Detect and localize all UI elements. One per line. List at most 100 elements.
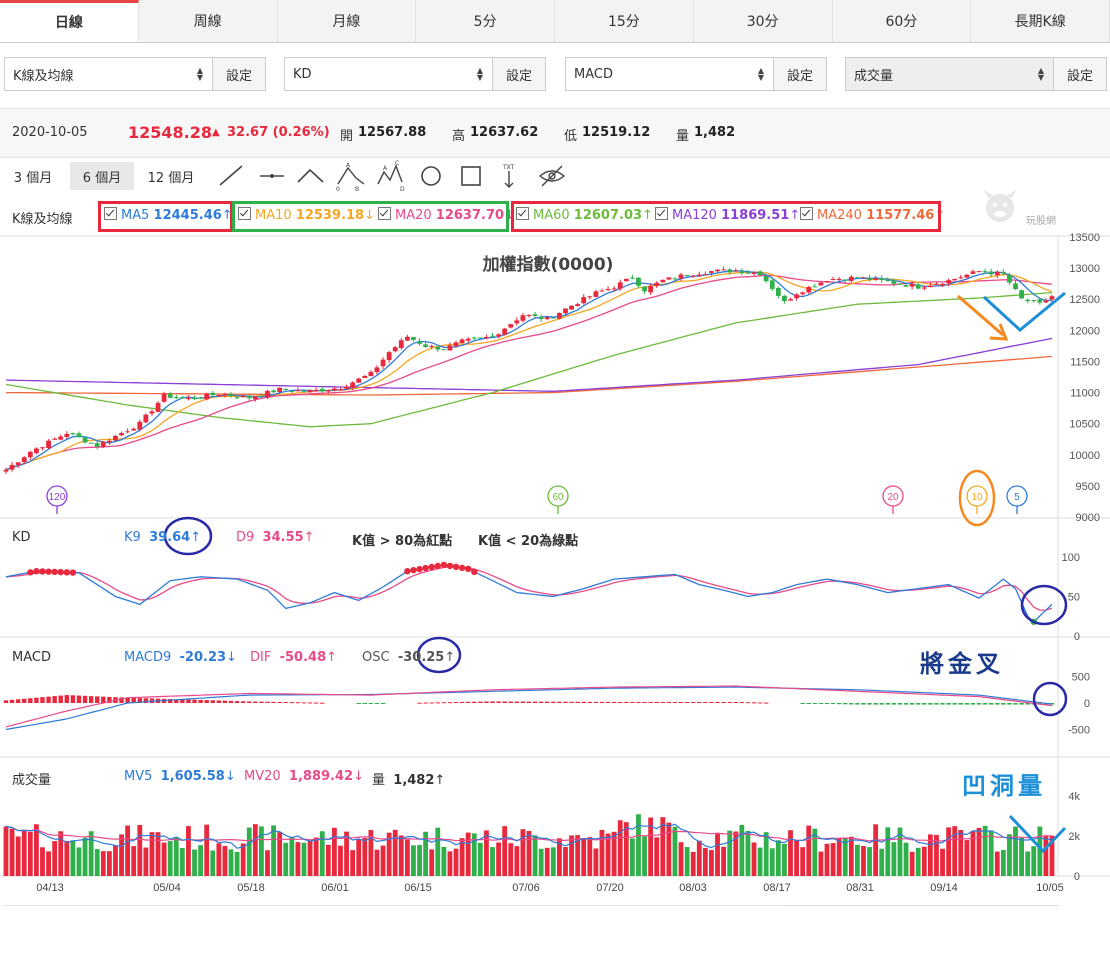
- osc-bar: [9, 699, 15, 703]
- ma-item-ma20[interactable]: MA20 12637.70↓: [378, 207, 515, 223]
- osc-bar: [125, 697, 130, 703]
- osc-bar: [508, 701, 513, 703]
- kd-red-dot: [404, 568, 411, 575]
- volume-bar: [733, 831, 739, 876]
- kd-red-dot: [39, 568, 46, 575]
- checkbox-icon[interactable]: [238, 207, 251, 220]
- range-6m-button[interactable]: 6 個月: [70, 162, 134, 190]
- tab-5[interactable]: 30分: [694, 0, 833, 42]
- candle-body: [757, 271, 763, 275]
- hide-icon[interactable]: [538, 165, 566, 187]
- checkbox-icon[interactable]: [378, 207, 391, 220]
- kd-red-dot: [63, 569, 71, 576]
- indicator-dropdown[interactable]: MACD ▲ ▼: [566, 58, 773, 90]
- dif-line: [5, 685, 1053, 728]
- volume-bar: [368, 829, 374, 876]
- ma-item-ma60[interactable]: MA60 12607.03↑: [516, 207, 653, 223]
- osc-bar: [824, 703, 830, 704]
- candle-body: [873, 278, 879, 280]
- candle-body: [374, 367, 380, 373]
- candle-body: [295, 390, 301, 392]
- osc-bar: [666, 701, 672, 703]
- angle-icon[interactable]: [297, 168, 324, 183]
- osc-bar: [867, 703, 872, 705]
- tab-0[interactable]: 日線: [0, 0, 139, 42]
- candle-body: [629, 277, 635, 279]
- checkbox-icon[interactable]: [800, 207, 813, 220]
- osc-bar: [253, 701, 258, 703]
- ma-marker-label: 120: [49, 492, 66, 503]
- ma5-line: [5, 269, 1053, 471]
- candle-body: [946, 280, 952, 284]
- volume-bar: [137, 824, 143, 876]
- tab-1[interactable]: 周線: [139, 0, 278, 42]
- indicator-dropdown[interactable]: K線及均線 ▲ ▼: [5, 58, 212, 90]
- indicator-dropdown[interactable]: KD ▲ ▼: [285, 58, 492, 90]
- candle-body: [550, 317, 556, 319]
- tab-7[interactable]: 長期K線: [971, 0, 1110, 42]
- candle-body: [368, 371, 374, 377]
- ma120-line: [5, 337, 1053, 392]
- osc-bar: [64, 695, 70, 703]
- volume-bar: [301, 842, 307, 876]
- osc-bar: [861, 703, 866, 705]
- osc-bar: [247, 701, 252, 703]
- price-tick-label: 11000: [1070, 388, 1100, 400]
- tab-3[interactable]: 5分: [416, 0, 555, 42]
- ma-name: MA60: [533, 208, 570, 223]
- circle-icon[interactable]: [421, 166, 441, 186]
- candle-body: [167, 393, 173, 398]
- range-3m-button[interactable]: 3 個月: [13, 170, 53, 186]
- rect-icon[interactable]: [461, 166, 481, 186]
- ma-item-ma5[interactable]: MA5 12445.46↑: [104, 207, 233, 223]
- candle-body: [216, 394, 222, 396]
- line-tool-icon[interactable]: [219, 165, 243, 186]
- osc-bar: [417, 702, 422, 704]
- tab-6[interactable]: 60分: [833, 0, 972, 42]
- settings-button[interactable]: 設定: [492, 58, 545, 90]
- open-label: 開: [340, 129, 354, 144]
- volume-bar: [252, 824, 258, 876]
- candle-body: [94, 443, 100, 447]
- osc-bar: [1025, 703, 1030, 705]
- osc-bar: [642, 701, 647, 703]
- candle-body: [1037, 299, 1043, 303]
- ma-item-ma120[interactable]: MA120 11869.51↑: [655, 207, 800, 223]
- tab-4[interactable]: 15分: [555, 0, 694, 42]
- candle-body: [696, 274, 702, 277]
- candle-body: [940, 283, 945, 285]
- candle-body: [149, 411, 155, 414]
- abcd-wave-icon[interactable]: AC D: [377, 160, 405, 192]
- candle-body: [1049, 296, 1055, 300]
- volume-bar: [1000, 849, 1006, 876]
- osc-bar: [70, 695, 76, 703]
- settings-button[interactable]: 設定: [212, 58, 265, 90]
- range-12m-button[interactable]: 12 個月: [147, 170, 195, 186]
- abc-wave-icon[interactable]: A 0 B: [336, 162, 365, 192]
- osc-bar: [228, 700, 234, 703]
- text-icon[interactable]: TXT: [502, 164, 515, 188]
- horizontal-line-icon[interactable]: [260, 174, 284, 178]
- osc-bar: [745, 702, 751, 704]
- osc-bar: [484, 701, 489, 703]
- ma240-line: [6, 355, 1053, 396]
- tab-2[interactable]: 月線: [278, 0, 417, 42]
- checkbox-icon[interactable]: [655, 207, 668, 220]
- volume-bar: [404, 839, 410, 876]
- settings-button[interactable]: 設定: [773, 58, 826, 90]
- chart-area: 1350013000125001200011500110001050010000…: [0, 232, 1110, 906]
- checkbox-icon[interactable]: [104, 207, 117, 220]
- candle-body: [435, 346, 441, 350]
- x-date-label: 05/18: [237, 882, 265, 894]
- osc-bar: [210, 700, 215, 703]
- ma-item-ma10[interactable]: MA10 12539.18↓: [238, 207, 375, 223]
- indicator-dropdown[interactable]: 成交量 ▲ ▼: [846, 58, 1053, 90]
- annotation-volume-v: [1008, 814, 1067, 854]
- svg-text:A: A: [383, 165, 388, 172]
- osc-bar: [879, 703, 884, 705]
- checkbox-icon[interactable]: [516, 207, 529, 220]
- settings-button[interactable]: 設定: [1053, 58, 1106, 90]
- osc-bar: [976, 703, 982, 705]
- volume-bar: [484, 830, 489, 876]
- candle-body: [1013, 283, 1018, 290]
